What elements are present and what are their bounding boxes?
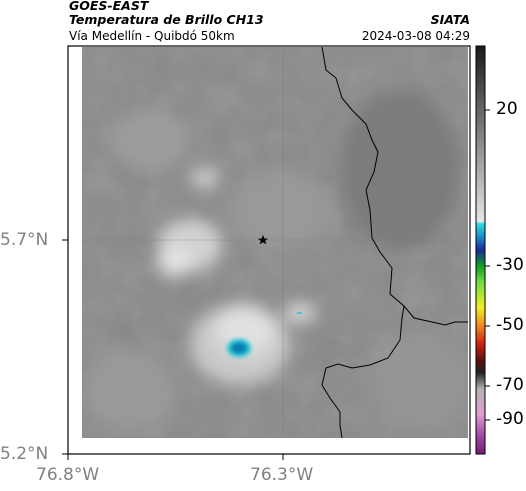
lat-tick-label: 5.2°N (0, 444, 49, 464)
colorbar (475, 45, 486, 455)
colorbar-tick-label: -50 (496, 315, 524, 335)
cold-cloud-top (227, 339, 251, 357)
satellite-title: GOES-EAST (69, 0, 149, 13)
brightness-temperature-field (82, 47, 468, 438)
star-icon (257, 235, 269, 245)
department-boundary-south (321, 305, 405, 438)
colorbar-tick-label: -30 (496, 255, 524, 275)
lon-tick-label: 76.3°W (250, 465, 314, 485)
datetime-label: 2024-03-08 04:29 (361, 29, 470, 43)
colorbar-tick-label: -70 (496, 375, 524, 395)
colorbar-tick-label: -90 (496, 409, 524, 429)
lat-tick-label: 5.7°N (0, 230, 49, 250)
route-label: Vía Medellín - Quibdó 50km (69, 29, 235, 43)
department-boundary (321, 47, 468, 326)
colorbar-tick-label: 20 (496, 99, 518, 119)
lon-tick-label: 76.8°W (36, 465, 100, 485)
org-label: SIATA (430, 12, 470, 27)
product-title: Temperatura de Brillo CH13 (69, 12, 264, 27)
